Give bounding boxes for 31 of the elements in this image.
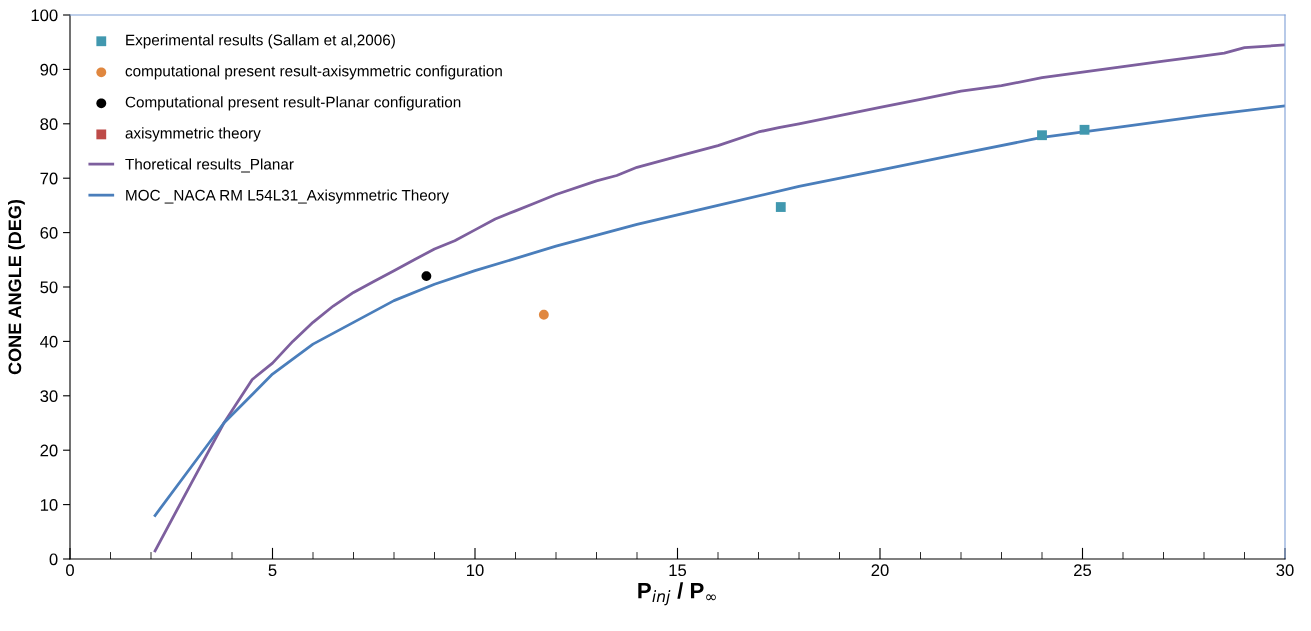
point <box>538 309 549 320</box>
y-axis-title: CONE ANGLE (DEG) <box>8 199 25 375</box>
x-tick-label: 15 <box>669 564 687 577</box>
y-tick-label: 90 <box>40 63 58 76</box>
y-tick-label: 50 <box>40 281 58 294</box>
y-tick-label: 100 <box>31 9 58 22</box>
y-tick-label: 80 <box>40 118 58 130</box>
legend-label: computational present result-axisymmetric configuration <box>125 65 502 80</box>
point <box>1079 124 1090 135</box>
point <box>775 202 786 212</box>
x-tick-label: 20 <box>871 564 889 577</box>
legend-label: Computational present result-Planar configuration <box>125 96 461 111</box>
x-tick-label: 25 <box>1074 564 1092 577</box>
legend-label: MOC _NACA RM L54L31_Axisymmetric Theory <box>126 189 449 204</box>
legend-label: axisymmetric theory <box>125 127 261 142</box>
y-tick-label: 40 <box>40 335 58 348</box>
y-tick-label: 20 <box>40 444 58 457</box>
x-tick-label: 10 <box>467 564 484 577</box>
x-axis-title: P$_{inj}$ / P$_{∞}$ <box>638 582 716 606</box>
legend-label: Experimental results (Sallam et al,2006) <box>126 34 395 49</box>
point <box>1037 130 1047 141</box>
point <box>421 271 432 282</box>
y-tick-label: 30 <box>40 390 58 402</box>
y-tick-label: 60 <box>40 227 58 239</box>
y-tick-label: 0 <box>49 553 58 566</box>
x-tick-label: 0 <box>66 564 74 577</box>
x-tick-label: 30 <box>1276 564 1294 577</box>
legend-label: Thoretical results_Planar <box>125 158 294 173</box>
x-tick-label: 5 <box>268 564 277 577</box>
y-tick-label: 10 <box>40 499 58 511</box>
y-tick-label: 70 <box>40 172 58 185</box>
